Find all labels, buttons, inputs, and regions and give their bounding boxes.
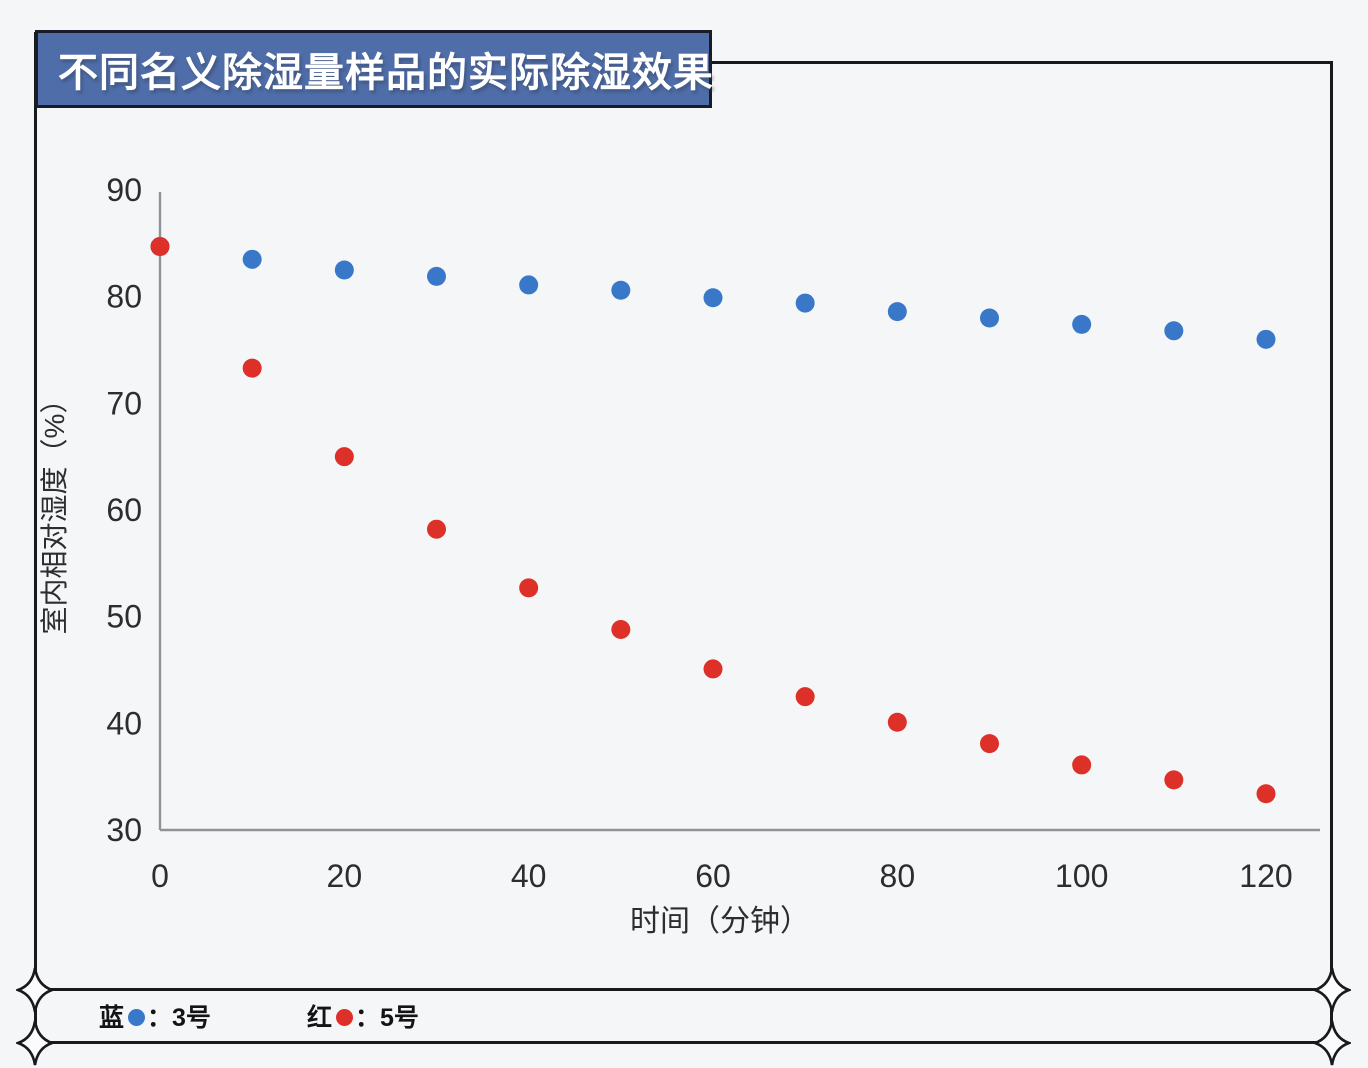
y-tick-label: 90 — [106, 172, 142, 208]
x-axis-title: 时间（分钟） — [630, 905, 810, 938]
data-point-3号-t40 — [519, 275, 539, 295]
frame-legend-divider — [34, 988, 1333, 991]
y-tick-label: 50 — [106, 599, 142, 635]
legend-separator: ： — [147, 1004, 173, 1032]
legend-series-name: 3号 — [172, 1004, 211, 1032]
chart-legend: 蓝 ： 3号 红 ： 5号 — [37, 991, 1330, 1041]
legend-item-series-3: 蓝 ： 3号 — [99, 998, 211, 1034]
star-ornament-icon — [1313, 1020, 1351, 1066]
star-ornament-icon — [16, 1020, 54, 1066]
data-point-3号-t100 — [1072, 314, 1092, 334]
data-point-3号-t70 — [795, 293, 815, 313]
frame-right-border — [1330, 61, 1333, 1044]
star-ornament-icon — [16, 967, 54, 1013]
y-tick-label: 60 — [106, 492, 142, 528]
data-point-3号-t60 — [703, 288, 723, 308]
y-tick-label: 40 — [106, 705, 142, 741]
data-point-3号-t50 — [611, 280, 631, 300]
x-tick-label: 40 — [511, 858, 547, 894]
data-point-5号-t60 — [703, 659, 723, 679]
x-tick-label: 100 — [1055, 858, 1108, 894]
legend-color-word: 蓝 — [99, 1004, 125, 1032]
y-tick-label: 80 — [106, 279, 142, 315]
frame-left-border — [34, 32, 37, 1044]
red-dot-icon — [335, 1009, 353, 1026]
data-point-3号-t110 — [1164, 321, 1184, 341]
data-point-5号-t80 — [887, 712, 907, 732]
data-point-5号-t100 — [1072, 755, 1092, 775]
x-tick-label: 20 — [327, 858, 363, 894]
title-banner: 不同名义除湿量样品的实际除湿效果 — [35, 30, 714, 108]
data-point-3号-t120 — [1256, 329, 1276, 349]
y-tick-label: 70 — [106, 385, 142, 421]
data-point-5号-t50 — [611, 619, 631, 639]
data-point-5号-t110 — [1164, 770, 1184, 790]
legend-series-name: 5号 — [379, 1004, 419, 1032]
data-point-5号-t70 — [795, 687, 815, 707]
data-point-3号-t90 — [980, 308, 999, 328]
data-point-5号-t120 — [1256, 784, 1276, 804]
blue-dot-icon — [128, 1009, 146, 1026]
x-tick-label: 0 — [151, 858, 169, 894]
data-point-5号-t20 — [334, 447, 354, 467]
frame-bottom-border — [34, 1041, 1333, 1044]
page-title: 不同名义除湿量样品的实际除湿效果 — [58, 51, 714, 95]
frame-top-line — [712, 61, 1332, 64]
y-tick-label: 30 — [106, 812, 142, 848]
data-point-5号-t10 — [242, 358, 262, 378]
data-point-3号-t80 — [887, 302, 907, 322]
data-point-5号-t0 — [150, 237, 170, 257]
x-tick-label: 120 — [1239, 858, 1292, 894]
data-point-3号-t20 — [334, 260, 354, 280]
x-tick-label: 80 — [880, 858, 916, 894]
legend-separator: ： — [354, 1004, 380, 1032]
data-point-3号-t30 — [427, 266, 446, 286]
y-axis-title: 室内相对湿度（%） — [39, 386, 70, 635]
legend-color-word: 红 — [306, 1004, 332, 1032]
x-tick-label: 60 — [695, 858, 731, 894]
data-point-5号-t90 — [980, 734, 999, 754]
data-point-5号-t30 — [427, 519, 446, 539]
data-point-5号-t40 — [519, 578, 539, 598]
star-ornament-icon — [1313, 967, 1351, 1013]
data-point-3号-t10 — [242, 249, 262, 269]
legend-item-series-5: 红 ： 5号 — [307, 998, 419, 1034]
